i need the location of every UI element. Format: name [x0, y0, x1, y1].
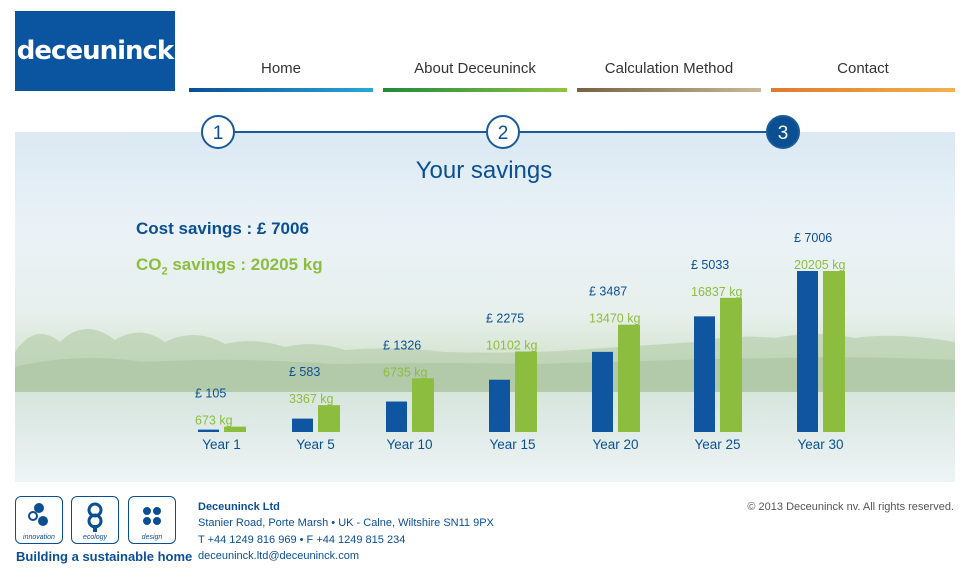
chart-labels: £ 105 673 kg Year 1 £ 583 3367 kg Year 5 £ 132… — [195, 231, 845, 452]
x-tick-label: Year 25 — [694, 437, 740, 452]
co2-bar-2 — [318, 405, 340, 432]
nav-contact-label: Contact — [837, 60, 889, 77]
cost-data-label: £ 583 — [289, 365, 320, 379]
nav-home-underline — [189, 88, 373, 92]
innovation-icon[interactable]: innovation — [15, 496, 63, 544]
step-3-circle[interactable] — [766, 115, 800, 149]
cost-data-label: £ 2275 — [486, 312, 524, 326]
innovation-glyph-icon — [28, 503, 48, 526]
x-tick-label: Year 1 — [202, 437, 241, 452]
co2-bar-4 — [515, 351, 537, 432]
co2-data-label: 16837 kg — [691, 285, 742, 299]
co2-bar-1 — [224, 426, 246, 432]
step-3-label: 3 — [778, 123, 789, 144]
nav-home[interactable]: Home — [189, 60, 373, 92]
co2-savings-value: 20205 kg — [250, 255, 323, 274]
cost-bar-1 — [198, 429, 219, 432]
co2-bar-5 — [618, 324, 640, 432]
chart-bars — [198, 271, 845, 432]
x-tick-label: Year 15 — [489, 437, 535, 452]
nav-contact-underline — [771, 88, 955, 92]
nav-calculation-method-underline — [577, 88, 761, 92]
cost-savings-prefix: Cost savings : — [136, 219, 257, 238]
x-tick-label: Year 30 — [797, 437, 843, 452]
cost-bar-3 — [386, 401, 407, 432]
co2-data-label: 13470 kg — [589, 312, 640, 326]
company-email-link[interactable]: deceuninck.ltd@deceuninck.com — [198, 550, 359, 562]
co2-bar-7 — [823, 271, 845, 432]
cost-savings-value: £ 7006 — [256, 219, 309, 238]
cost-data-label: £ 5033 — [691, 258, 729, 272]
x-tick-label: Year 20 — [592, 437, 638, 452]
nav-calculation-method-label: Calculation Method — [604, 60, 734, 77]
step-indicator: 1 2 3 — [201, 115, 800, 149]
x-tick-label: Year 5 — [296, 437, 335, 452]
co2-data-label: 10102 kg — [486, 339, 537, 353]
nav-calculation-method[interactable]: Calculation Method — [577, 60, 761, 92]
step-1-circle[interactable] — [201, 115, 235, 149]
nav-home-label: Home — [260, 60, 301, 77]
cost-savings-summary: Cost savings : £ 7006 — [136, 219, 309, 239]
co2-bar-6 — [720, 297, 742, 432]
co2-data-label: 20205 kg — [794, 258, 845, 272]
ecology-glyph-icon — [87, 502, 103, 532]
copyright: © 2013 Deceuninck nv. All rights reserve… — [747, 501, 954, 513]
co2-data-label: 6735 kg — [383, 365, 428, 379]
cost-data-label: £ 7006 — [794, 231, 832, 245]
step-2-label: 2 — [498, 123, 509, 144]
chart-title: Your savings — [415, 157, 553, 184]
ecology-caption: ecology — [82, 534, 108, 541]
cost-data-label: £ 1326 — [383, 338, 421, 352]
cost-bar-6 — [694, 316, 715, 432]
step-1-label: 1 — [213, 123, 224, 144]
co2-subscript: 2 — [161, 265, 168, 278]
company-address: Stanier Road, Porte Marsh • UK - Calne, … — [198, 517, 494, 529]
cost-bar-4 — [489, 379, 510, 432]
innovation-caption: innovation — [23, 534, 55, 541]
design-caption: design — [141, 534, 163, 541]
co2-savings-summary: CO2 savings : 20205 kg — [136, 255, 323, 277]
cost-data-label: £ 105 — [195, 387, 226, 401]
tagline: Building a sustainable home — [16, 549, 193, 564]
cost-bar-2 — [292, 418, 313, 432]
step-2-circle[interactable] — [486, 115, 520, 149]
company-name: Deceuninck Ltd — [198, 501, 280, 513]
ecology-icon[interactable]: ecology — [71, 496, 119, 544]
company-phone: T +44 1249 816 969 • F +44 1249 815 234 — [198, 534, 406, 546]
design-glyph-icon — [143, 507, 161, 525]
co2-prefix: CO — [136, 255, 162, 274]
nav-contact[interactable]: Contact — [771, 60, 955, 92]
co2-bar-3 — [412, 378, 434, 432]
co2-suffix: savings : — [167, 255, 251, 274]
nav-about-label: About Deceuninck — [414, 60, 536, 77]
nav-about-underline — [383, 88, 567, 92]
co2-data-label: 673 kg — [195, 414, 233, 428]
nav-about[interactable]: About Deceuninck — [383, 60, 567, 92]
x-tick-label: Year 10 — [386, 437, 432, 452]
cost-bar-7 — [797, 271, 818, 432]
cost-data-label: £ 3487 — [589, 285, 627, 299]
cost-bar-5 — [592, 351, 613, 432]
deceuninck-logo[interactable]: deceuninck — [15, 11, 175, 91]
design-icon[interactable]: design — [128, 496, 176, 544]
co2-data-label: 3367 kg — [289, 392, 334, 406]
